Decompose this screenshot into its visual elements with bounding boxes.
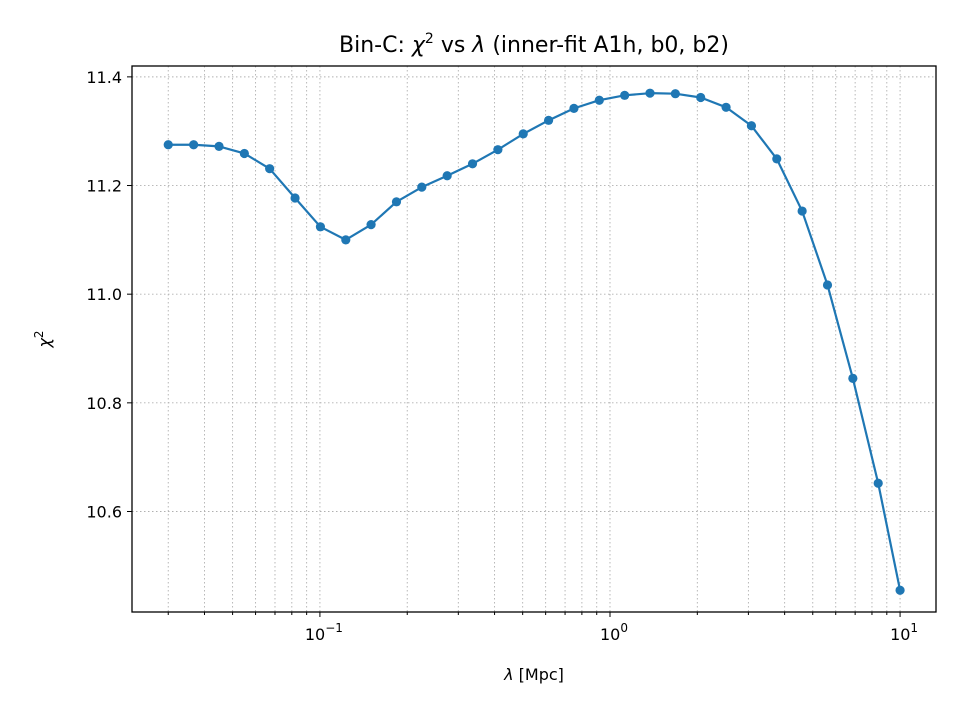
data-point — [895, 585, 905, 595]
data-point — [772, 154, 782, 164]
data-point — [594, 95, 604, 105]
data-point — [848, 373, 858, 383]
data-point — [366, 220, 376, 230]
y-tick-label: 10.8 — [86, 394, 122, 413]
data-point — [239, 148, 249, 159]
x-axis-label: λ [Mpc] — [503, 665, 564, 684]
y-tick-label: 10.6 — [86, 502, 122, 521]
x-tick-label: 100 — [600, 621, 628, 644]
data-point — [391, 197, 402, 207]
data-point — [442, 171, 452, 181]
series-line — [168, 92, 902, 591]
data-point — [696, 92, 706, 103]
y-axis-label: χ2 — [32, 330, 54, 348]
chart-title: Bin-C: χ2 vs λ (inner-fit A1h, b0, b2) — [339, 31, 729, 58]
grid-lines — [132, 66, 936, 612]
data-point — [265, 164, 275, 174]
data-point — [493, 145, 503, 155]
y-tick-label: 11.2 — [86, 177, 122, 196]
data-point — [873, 478, 883, 488]
data-point — [290, 193, 300, 203]
data-point — [721, 102, 731, 112]
data-point — [214, 141, 224, 152]
data-point — [620, 90, 630, 100]
data-point — [569, 103, 579, 113]
data-point — [746, 121, 757, 131]
data-point — [163, 140, 173, 150]
x-tick-label: 10−1 — [305, 621, 343, 644]
data-point — [518, 129, 528, 139]
data-point — [797, 206, 807, 216]
y-tick-label: 11.4 — [86, 68, 122, 87]
data-point — [417, 182, 427, 192]
data-point — [543, 115, 554, 125]
data-point — [822, 280, 833, 290]
data-point — [670, 89, 680, 99]
x-tick-label: 101 — [890, 621, 918, 644]
y-tick-label: 11.0 — [86, 285, 122, 304]
data-point — [315, 222, 326, 232]
data-point — [341, 235, 351, 245]
plot-frame — [131, 65, 937, 613]
series-chi2 — [163, 88, 905, 595]
data-point — [645, 88, 655, 98]
data-point — [189, 140, 199, 150]
data-point — [467, 159, 478, 169]
